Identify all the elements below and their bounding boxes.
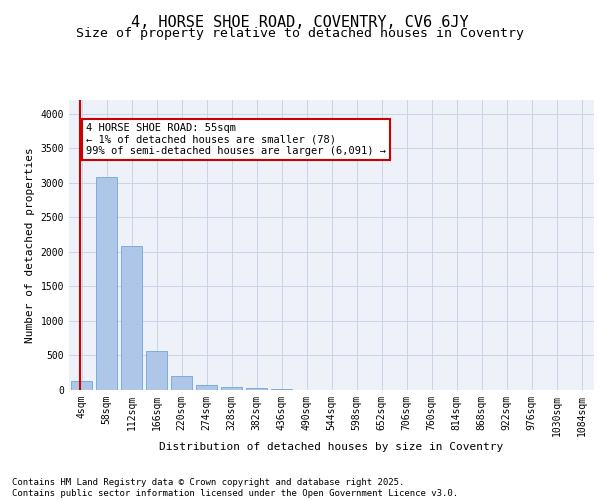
Bar	[96, 178, 117, 390]
Bar	[196, 385, 217, 390]
Text: Contains HM Land Registry data © Crown copyright and database right 2025.
Contai: Contains HM Land Registry data © Crown c…	[12, 478, 458, 498]
Bar	[221, 387, 242, 390]
Bar	[171, 376, 192, 390]
Text: Size of property relative to detached houses in Coventry: Size of property relative to detached ho…	[76, 28, 524, 40]
Bar	[246, 388, 267, 390]
Bar	[71, 381, 92, 390]
X-axis label: Distribution of detached houses by size in Coventry: Distribution of detached houses by size …	[160, 442, 503, 452]
Bar	[146, 352, 167, 390]
Text: 4 HORSE SHOE ROAD: 55sqm
← 1% of detached houses are smaller (78)
99% of semi-de: 4 HORSE SHOE ROAD: 55sqm ← 1% of detache…	[86, 123, 386, 156]
Text: 4, HORSE SHOE ROAD, COVENTRY, CV6 6JY: 4, HORSE SHOE ROAD, COVENTRY, CV6 6JY	[131, 15, 469, 30]
Bar	[271, 388, 292, 390]
Bar	[121, 246, 142, 390]
Y-axis label: Number of detached properties: Number of detached properties	[25, 147, 35, 343]
